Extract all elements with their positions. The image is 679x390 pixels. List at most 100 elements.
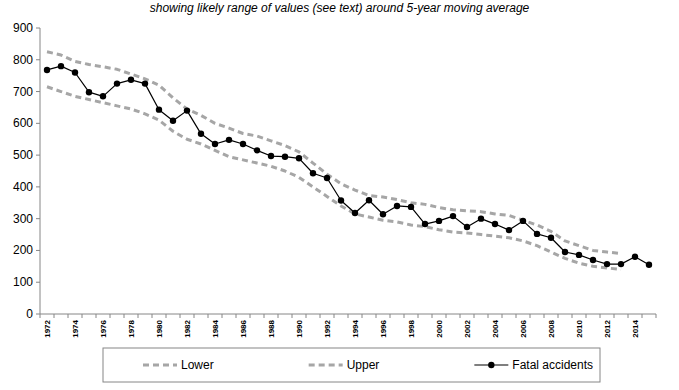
point-marker xyxy=(632,254,638,260)
x-tick xyxy=(208,314,209,318)
x-tick-label: 1976 xyxy=(99,319,108,337)
point-marker xyxy=(100,93,106,99)
point-marker xyxy=(198,131,204,137)
point-marker xyxy=(604,261,610,267)
x-tick-label: 2012 xyxy=(603,319,612,337)
x-tick-label: 1980 xyxy=(155,319,164,337)
x-tick xyxy=(110,314,111,318)
point-marker xyxy=(310,170,316,176)
x-tick-label: 2008 xyxy=(547,319,556,337)
legend-label: Lower xyxy=(181,358,214,372)
y-tick xyxy=(36,186,40,187)
x-tick xyxy=(68,314,69,318)
x-tick-label: 2010 xyxy=(575,319,584,337)
point-marker xyxy=(464,224,470,230)
point-marker xyxy=(268,153,274,159)
x-tick xyxy=(264,314,265,318)
y-tick-label: 100 xyxy=(13,275,33,289)
point-marker xyxy=(450,213,456,219)
x-tick xyxy=(376,314,377,318)
x-tick xyxy=(222,314,223,318)
legend-label: Upper xyxy=(347,358,380,372)
point-marker xyxy=(506,227,512,233)
legend-swatch xyxy=(309,364,343,367)
x-tick xyxy=(446,314,447,318)
x-tick xyxy=(236,314,237,318)
point-marker xyxy=(590,257,596,263)
y-tick-label: 200 xyxy=(13,243,33,257)
y-tick xyxy=(36,282,40,283)
x-tick xyxy=(418,314,419,318)
y-tick-label: 300 xyxy=(13,212,33,226)
x-tick xyxy=(502,314,503,318)
x-tick xyxy=(250,314,251,318)
series-line xyxy=(47,66,649,265)
chart-container: showing likely range of values (see text… xyxy=(0,0,679,390)
x-tick-label: 1972 xyxy=(43,319,52,337)
y-tick xyxy=(36,155,40,156)
x-tick xyxy=(138,314,139,318)
point-marker xyxy=(58,63,64,69)
x-tick xyxy=(432,314,433,318)
x-tick-label: 1988 xyxy=(267,319,276,337)
chart: showing likely range of values (see text… xyxy=(0,0,679,390)
x-tick xyxy=(306,314,307,318)
x-tick xyxy=(40,314,41,318)
y-tick-label: 600 xyxy=(13,116,33,130)
x-tick xyxy=(614,314,615,318)
point-marker xyxy=(86,89,92,95)
series-line xyxy=(47,52,621,254)
x-tick xyxy=(194,314,195,318)
x-tick xyxy=(600,314,601,318)
x-tick xyxy=(334,314,335,318)
x-tick xyxy=(460,314,461,318)
title: showing likely range of values (see text… xyxy=(150,1,530,15)
y-tick xyxy=(36,28,40,29)
x-tick xyxy=(124,314,125,318)
x-tick xyxy=(82,314,83,318)
x-tick-label: 1992 xyxy=(323,319,332,337)
y-axis-line xyxy=(40,28,41,314)
point-marker xyxy=(380,211,386,217)
x-tick xyxy=(558,314,559,318)
x-tick xyxy=(488,314,489,318)
x-tick-label: 2006 xyxy=(519,319,528,337)
legend: LowerUpperFatal accidents xyxy=(103,348,600,382)
x-tick-label: 1998 xyxy=(407,319,416,337)
x-tick-label: 1984 xyxy=(211,319,220,337)
x-tick xyxy=(642,314,643,318)
x-tick-label: 1986 xyxy=(239,319,248,337)
point-marker xyxy=(240,141,246,147)
point-marker xyxy=(324,175,330,181)
point-marker xyxy=(282,154,288,160)
x-tick xyxy=(54,314,55,318)
point-marker xyxy=(422,221,428,227)
x-tick-label: 1994 xyxy=(351,319,360,337)
x-tick-label: 2014 xyxy=(631,319,640,337)
x-tick xyxy=(320,314,321,318)
x-tick xyxy=(474,314,475,318)
point-marker xyxy=(170,118,176,124)
x-tick xyxy=(404,314,405,318)
y-tick xyxy=(36,250,40,251)
x-tick-label: 1982 xyxy=(183,319,192,337)
x-tick xyxy=(278,314,279,318)
x-tick-label: 1978 xyxy=(127,319,136,337)
point-marker xyxy=(492,221,498,227)
x-tick-label: 2004 xyxy=(491,319,500,337)
x-tick xyxy=(390,314,391,318)
point-marker xyxy=(534,231,540,237)
x-tick xyxy=(362,314,363,318)
x-tick xyxy=(572,314,573,318)
point-marker xyxy=(212,141,218,147)
point-marker xyxy=(72,69,78,75)
point-marker xyxy=(478,215,484,221)
x-tick xyxy=(96,314,97,318)
x-tick xyxy=(166,314,167,318)
x-tick xyxy=(586,314,587,318)
point-marker xyxy=(254,147,260,153)
point-marker xyxy=(394,203,400,209)
point-marker xyxy=(408,204,414,210)
point-marker xyxy=(352,210,358,216)
x-tick-label: 2002 xyxy=(463,319,472,337)
